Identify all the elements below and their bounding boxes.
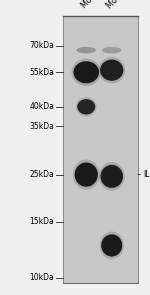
Text: 10kDa: 10kDa xyxy=(29,273,54,282)
Text: Mouse heart: Mouse heart xyxy=(105,0,147,10)
Text: 25kDa: 25kDa xyxy=(29,170,54,179)
Text: 70kDa: 70kDa xyxy=(29,41,54,50)
Text: Mouse kidney: Mouse kidney xyxy=(80,0,125,10)
Ellipse shape xyxy=(75,163,98,187)
Text: 15kDa: 15kDa xyxy=(29,217,54,226)
Ellipse shape xyxy=(100,232,124,259)
Ellipse shape xyxy=(74,61,99,83)
Ellipse shape xyxy=(100,60,123,81)
Text: 55kDa: 55kDa xyxy=(29,68,54,77)
Text: 35kDa: 35kDa xyxy=(29,122,54,131)
Text: IL1F10: IL1F10 xyxy=(138,170,150,179)
Ellipse shape xyxy=(72,58,101,86)
Ellipse shape xyxy=(100,165,123,188)
Ellipse shape xyxy=(98,57,125,83)
Ellipse shape xyxy=(76,97,97,116)
FancyBboxPatch shape xyxy=(63,16,138,283)
Ellipse shape xyxy=(77,99,95,114)
Ellipse shape xyxy=(102,47,122,53)
Ellipse shape xyxy=(73,160,100,190)
Text: 40kDa: 40kDa xyxy=(29,102,54,111)
Ellipse shape xyxy=(76,47,96,53)
Ellipse shape xyxy=(99,162,125,191)
Ellipse shape xyxy=(101,234,122,256)
